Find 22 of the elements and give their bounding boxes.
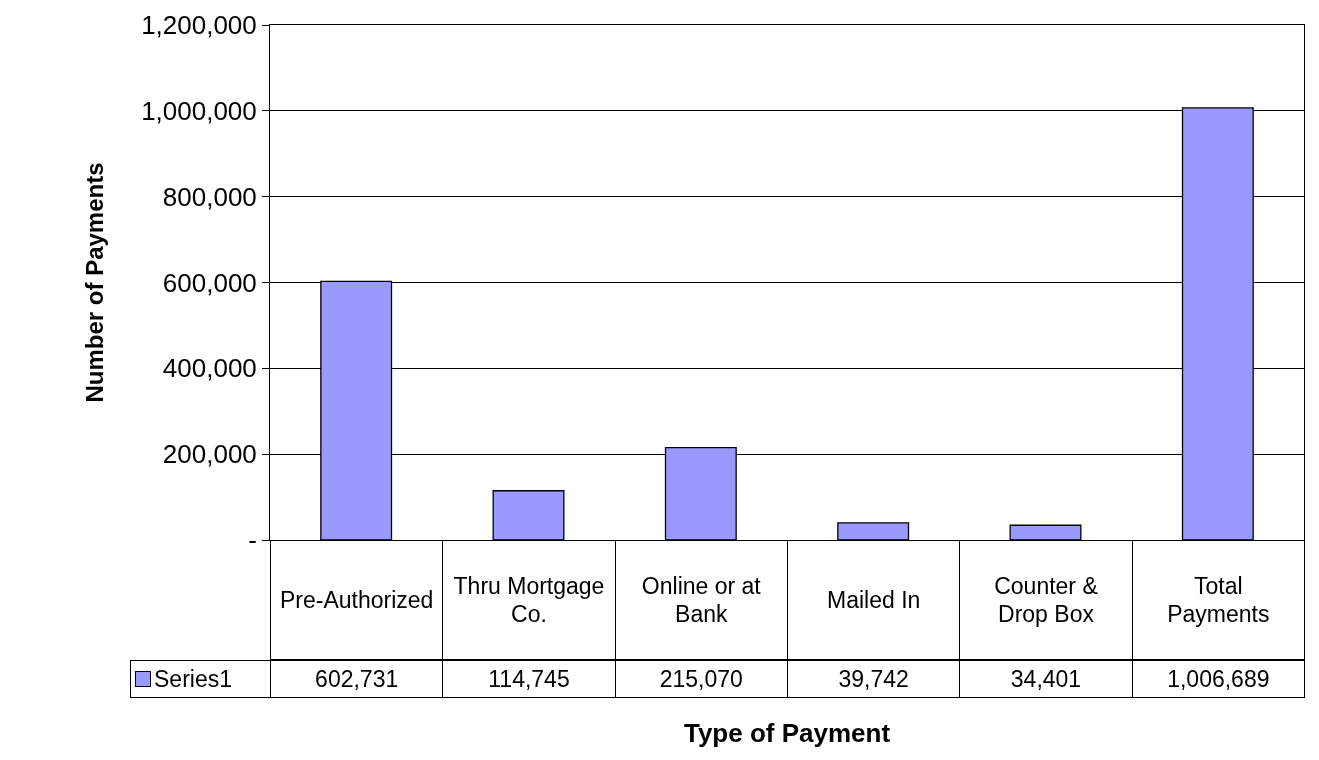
x-tick-label: Mailed In bbox=[787, 540, 961, 660]
x-axis-title: Type of Payment bbox=[682, 718, 892, 749]
x-tick-label: Counter & Drop Box bbox=[959, 540, 1133, 660]
y-tick-label: 600,000 bbox=[162, 267, 257, 298]
x-tick-label: Total Payments bbox=[1131, 540, 1305, 660]
data-label: 1,006,689 bbox=[1131, 660, 1305, 698]
y-tick-label: 1,000,000 bbox=[141, 95, 257, 126]
x-tick-label: Pre-Authorized bbox=[270, 540, 444, 660]
data-label: 602,731 bbox=[270, 660, 444, 698]
y-tick-label: 800,000 bbox=[162, 181, 257, 212]
x-tick-label: Online or at Bank bbox=[614, 540, 788, 660]
legend-label: Series1 bbox=[154, 665, 232, 693]
data-label: 215,070 bbox=[614, 660, 788, 698]
y-tick-label: 200,000 bbox=[162, 439, 257, 470]
y-tick-label: 400,000 bbox=[162, 353, 257, 384]
data-label: 34,401 bbox=[959, 660, 1133, 698]
y-tick-label: 1,200,000 bbox=[141, 10, 257, 41]
data-label: 39,742 bbox=[787, 660, 961, 698]
x-tick-label: Thru Mortgage Co. bbox=[442, 540, 616, 660]
y-tick-label: - bbox=[248, 525, 257, 556]
data-label: 114,745 bbox=[442, 660, 616, 698]
y-axis-title: Number of Payments bbox=[81, 162, 109, 403]
